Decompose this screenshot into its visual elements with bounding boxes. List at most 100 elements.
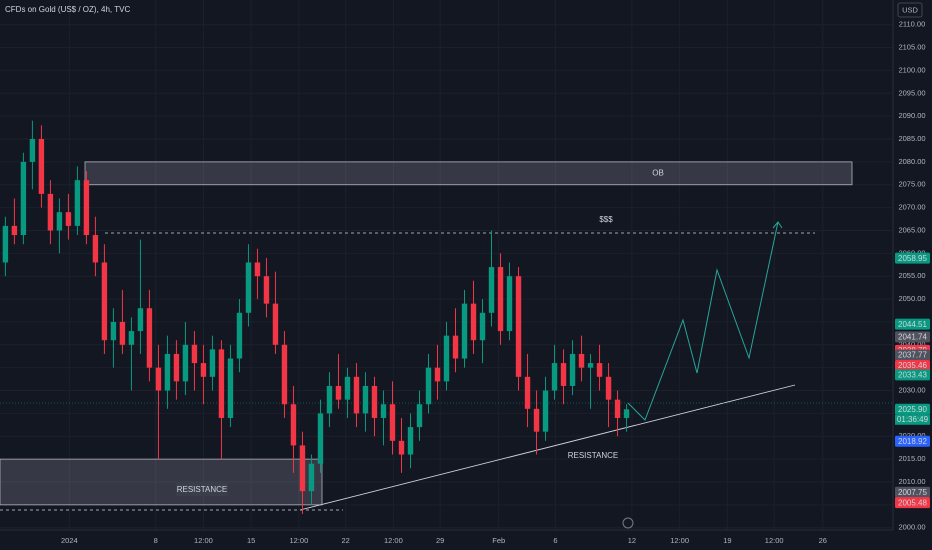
candle-body	[119, 321, 126, 345]
candle-body	[551, 363, 558, 391]
x-tick-label: 8	[154, 536, 158, 545]
candles	[2, 120, 630, 514]
candle-body	[470, 303, 477, 341]
x-tick-label: 12:00	[194, 536, 213, 545]
zones: OB RESISTANCE	[0, 161, 853, 506]
candle-body	[407, 427, 414, 455]
y-tick-label: 2095.00	[898, 88, 925, 97]
candle-body	[182, 344, 189, 382]
candle-body	[506, 276, 513, 332]
candle-body	[137, 308, 144, 332]
x-tick-label: 12:00	[384, 536, 403, 545]
candle-body	[434, 367, 441, 382]
price-tag	[895, 252, 930, 264]
chart-title: CFDs on Gold (US$ / OZ), 4h, TVC	[5, 5, 130, 14]
candle-body	[362, 385, 369, 414]
x-tick-label: 29	[436, 536, 444, 545]
x-tick-label: 12:00	[289, 536, 308, 545]
candle-body	[254, 262, 261, 277]
candle-body	[497, 267, 504, 332]
candle-body	[380, 404, 387, 418]
candle-body	[443, 335, 450, 382]
price-tag-label: 2018.92	[898, 437, 927, 446]
candle-body	[596, 363, 603, 377]
candle-body	[425, 367, 432, 405]
candle-body	[569, 353, 576, 386]
price-tag	[895, 349, 930, 361]
price-tag	[895, 403, 930, 415]
price-tag-label: 2007.75	[898, 488, 927, 497]
candle-body	[461, 303, 468, 359]
x-tick-label: 12:00	[670, 536, 689, 545]
candle-body	[155, 367, 162, 391]
y-tick-label: 2000.00	[898, 523, 925, 532]
candle-body	[623, 409, 630, 418]
candle-body	[191, 344, 198, 364]
price-tag-label: 2035.46	[898, 361, 927, 370]
price-tag-label: 2025.90	[898, 405, 927, 414]
price-tag-label: 2041.74	[898, 332, 927, 341]
candle-body	[524, 376, 531, 409]
candle-body	[101, 262, 108, 341]
price-tag	[895, 369, 930, 381]
x-tick-label: Feb	[492, 536, 505, 545]
candle-body	[479, 312, 486, 341]
candle-body	[92, 235, 99, 263]
candle-body	[398, 440, 405, 455]
candle-body	[326, 385, 333, 414]
candle-body	[218, 349, 225, 418]
candle-body	[173, 353, 180, 382]
event-icon[interactable]	[622, 517, 634, 529]
candle-body	[146, 308, 153, 368]
y-tick-label: 2110.00	[899, 20, 926, 29]
zone	[84, 161, 853, 186]
zone-label-bg	[176, 482, 228, 496]
candle-body	[65, 212, 72, 226]
y-tick-label: 2040.00	[898, 340, 925, 349]
currency-box[interactable]	[897, 2, 923, 18]
candle-body	[416, 404, 423, 428]
y-tick-label: 2085.00	[898, 134, 925, 143]
countdown: 01:36:49	[897, 415, 929, 424]
candle-body	[344, 376, 351, 400]
candle-body	[227, 358, 234, 418]
currency: USD	[902, 5, 918, 14]
zone-label: RESISTANCE	[177, 485, 228, 494]
zone	[0, 458, 323, 506]
price-tag-label: 2033.43	[898, 370, 927, 379]
candle-body	[515, 276, 522, 377]
x-tick-label: 15	[247, 536, 255, 545]
candle-body	[452, 335, 459, 359]
axes: 2000.002005.002010.002015.002020.002025.…	[61, 20, 930, 545]
candle-body	[299, 445, 306, 492]
candle-body	[20, 161, 27, 236]
zone-label: OB	[652, 168, 664, 177]
candle-body	[2, 225, 9, 263]
x-tick-label: 12:00	[765, 536, 784, 545]
price-tag	[895, 435, 930, 447]
candle-body	[308, 463, 315, 492]
x-tick-label: 12	[628, 536, 636, 545]
candle-body	[353, 376, 360, 414]
candle-body	[29, 139, 36, 162]
price-tag-label: 2005.48	[898, 498, 927, 507]
candle-body	[290, 404, 297, 446]
candle-body	[83, 180, 90, 236]
candle-body	[542, 390, 549, 432]
countdown-bg	[895, 414, 930, 425]
y-tick-label: 2100.00	[898, 65, 925, 74]
candle-body	[560, 363, 567, 386]
candle-body	[209, 349, 216, 377]
y-tick-label: 2075.00	[898, 180, 925, 189]
projection-path	[627, 221, 779, 421]
candle-body	[236, 312, 243, 359]
candle-body	[74, 180, 81, 226]
candle-body	[605, 376, 612, 400]
annotation: RESISTANCE	[568, 451, 619, 460]
candle-body	[263, 276, 270, 304]
candle-body	[488, 267, 495, 313]
candle-body	[371, 385, 378, 418]
y-tick-label: 2015.00	[898, 454, 925, 463]
candle-body	[164, 353, 171, 391]
